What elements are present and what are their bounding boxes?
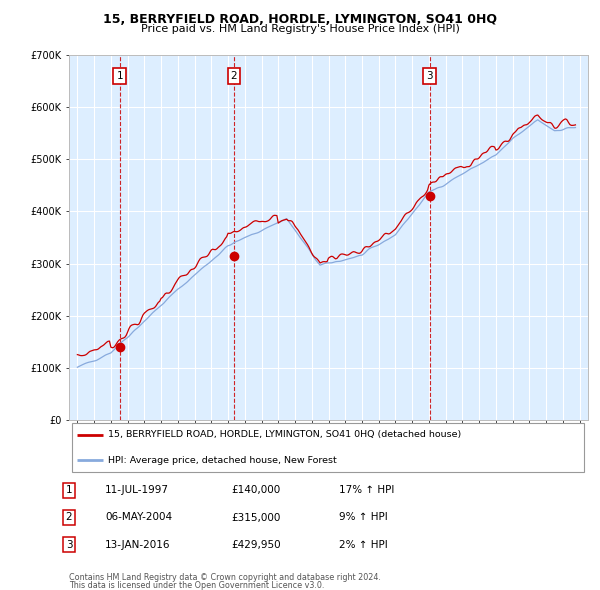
FancyBboxPatch shape [71, 423, 584, 472]
Text: 1: 1 [116, 71, 123, 81]
Text: 17% ↑ HPI: 17% ↑ HPI [339, 486, 394, 495]
Text: 9% ↑ HPI: 9% ↑ HPI [339, 513, 388, 523]
Text: 13-JAN-2016: 13-JAN-2016 [105, 540, 170, 550]
Text: £429,950: £429,950 [231, 540, 281, 550]
Text: 3: 3 [427, 71, 433, 81]
Text: 15, BERRYFIELD ROAD, HORDLE, LYMINGTON, SO41 0HQ (detached house): 15, BERRYFIELD ROAD, HORDLE, LYMINGTON, … [108, 430, 461, 440]
Text: £315,000: £315,000 [231, 513, 280, 523]
Text: 11-JUL-1997: 11-JUL-1997 [105, 486, 169, 495]
Text: HPI: Average price, detached house, New Forest: HPI: Average price, detached house, New … [108, 455, 337, 465]
Text: 3: 3 [65, 540, 73, 550]
Text: 15, BERRYFIELD ROAD, HORDLE, LYMINGTON, SO41 0HQ: 15, BERRYFIELD ROAD, HORDLE, LYMINGTON, … [103, 13, 497, 26]
Text: 1: 1 [65, 486, 73, 495]
Text: 2% ↑ HPI: 2% ↑ HPI [339, 540, 388, 550]
Text: 06-MAY-2004: 06-MAY-2004 [105, 513, 172, 523]
Text: This data is licensed under the Open Government Licence v3.0.: This data is licensed under the Open Gov… [69, 581, 325, 590]
Text: 2: 2 [230, 71, 237, 81]
Text: 2: 2 [65, 513, 73, 523]
Text: Price paid vs. HM Land Registry's House Price Index (HPI): Price paid vs. HM Land Registry's House … [140, 24, 460, 34]
Text: £140,000: £140,000 [231, 486, 280, 495]
Text: Contains HM Land Registry data © Crown copyright and database right 2024.: Contains HM Land Registry data © Crown c… [69, 573, 381, 582]
